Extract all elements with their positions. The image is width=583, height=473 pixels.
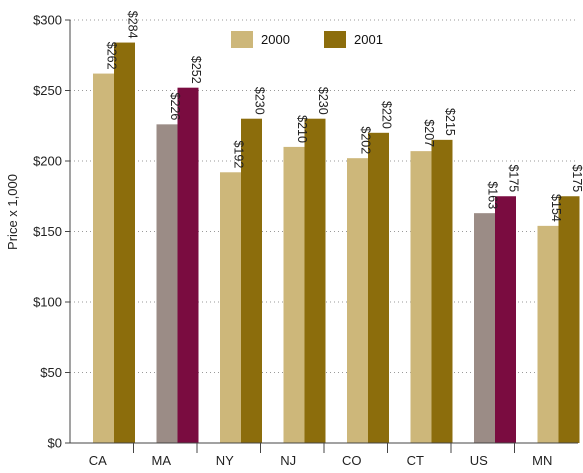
bar-ny-2000 <box>220 172 241 443</box>
y-tick-label: $100 <box>33 295 62 310</box>
x-tick-label-co: CO <box>342 453 362 468</box>
data-label-mn-2000: $154 <box>549 194 563 222</box>
bar-us-2001 <box>495 196 516 443</box>
bar-nj-2001 <box>304 118 326 443</box>
bar-ma-2001 <box>177 87 199 444</box>
y-tick-label: $250 <box>33 83 62 98</box>
data-label-ca-2000: $262 <box>105 42 119 70</box>
data-label-us-2001: $175 <box>507 164 521 192</box>
data-label-nj-2001: $230 <box>316 87 330 115</box>
y-axis-title: Price x 1,000 <box>5 174 20 250</box>
bar-ny-2001 <box>241 118 262 443</box>
data-label-ca-2001: $284 <box>126 11 140 39</box>
data-label-ny-2000: $192 <box>232 140 246 168</box>
y-tick-label: $150 <box>33 224 62 239</box>
data-label-mn-2001: $175 <box>570 164 583 192</box>
y-tick-label: $0 <box>48 436 62 451</box>
y-tick-label: $50 <box>40 365 62 380</box>
axes: $0 $50 $100 $150 $200 $250 $300 CA MA NY NJ CO CT US M… <box>33 13 578 468</box>
y-tick-label: $200 <box>33 154 62 169</box>
data-label-ma-2001: $252 <box>189 56 203 84</box>
data-label-ma-2000: $226 <box>168 93 182 121</box>
bar-co-2001 <box>368 132 389 444</box>
gridlines <box>70 19 578 373</box>
legend-label-2001: 2001 <box>354 32 383 47</box>
data-label-us-2000: $163 <box>486 181 500 209</box>
bar-ma-2000 <box>156 124 178 443</box>
legend-swatch-2000 <box>231 31 253 48</box>
x-tick-label-ct: CT <box>407 453 424 468</box>
x-tick-label-ca: CA <box>89 453 107 468</box>
data-label-co-2001: $220 <box>380 101 394 129</box>
data-label-nj-2000: $210 <box>295 115 309 143</box>
bar-nj-2000 <box>283 146 305 443</box>
y-tick-label: $300 <box>33 13 62 28</box>
bar-ca-2000 <box>93 73 114 443</box>
x-tick-label-ny: NY <box>216 453 234 468</box>
legend-label-2000: 2000 <box>261 32 290 47</box>
x-tick-label-mn: MN <box>532 453 552 468</box>
bar-mn-2000 <box>537 225 559 443</box>
bar-mn-2001 <box>558 196 580 443</box>
bar-ct-2000 <box>410 151 432 443</box>
bar-co-2000 <box>347 158 368 443</box>
x-tick-label-nj: NJ <box>280 453 296 468</box>
x-tick-label-us: US <box>470 453 488 468</box>
data-label-ct-2001: $215 <box>443 108 457 136</box>
bar-us-2000 <box>474 213 495 443</box>
data-label-ny-2001: $230 <box>253 87 267 115</box>
data-label-ct-2000: $207 <box>422 119 436 147</box>
bar-ct-2001 <box>431 139 453 443</box>
legend: 2000 2001 <box>231 31 383 48</box>
bar-ca-2001 <box>114 42 135 444</box>
legend-swatch-2001 <box>324 31 346 48</box>
data-labels: $262 $284 $226 $252 $192 $230 $210 $230 $202 $220… <box>105 11 583 222</box>
bars <box>93 42 580 444</box>
data-label-co-2000: $202 <box>359 126 373 154</box>
x-tick-label-ma: MA <box>152 453 172 468</box>
